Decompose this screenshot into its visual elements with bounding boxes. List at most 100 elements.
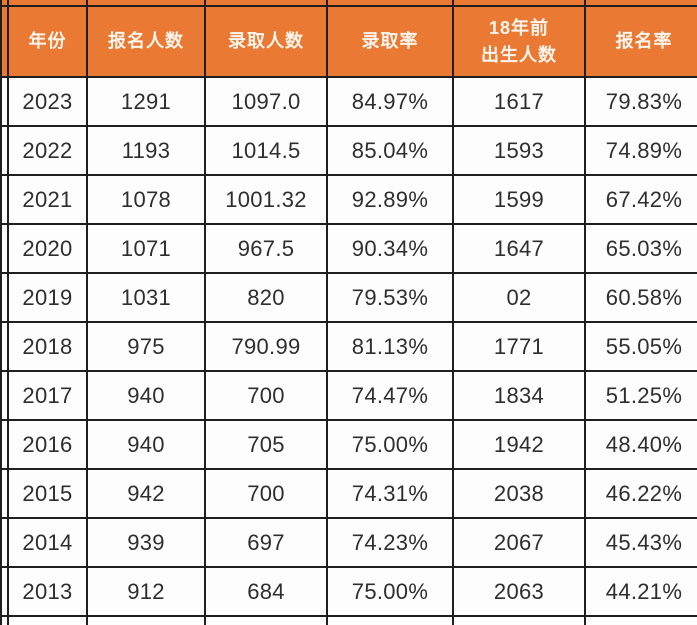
cell-born_18y_prior: 1617 xyxy=(452,76,586,127)
column-header-application_rate: 报名率 xyxy=(584,5,697,78)
cell-admitted: 684 xyxy=(204,566,328,617)
cell-born_18y_prior: 1834 xyxy=(452,370,586,421)
cropped-cell xyxy=(452,615,586,625)
table-row: 2023 1291 1097.0 84.97% 1617 79.83% xyxy=(0,76,697,127)
cell-admitted: 1097.0 xyxy=(204,76,328,127)
cell-application_rate: 48.40% xyxy=(584,419,697,470)
cell-applicants: 1071 xyxy=(86,223,206,274)
column-header-applicants: 报名人数 xyxy=(86,5,206,78)
cell-applicants: 939 xyxy=(86,517,206,568)
cell-admitted: 967.5 xyxy=(204,223,328,274)
cell-applicants: 912 xyxy=(86,566,206,617)
cropped-cell xyxy=(86,615,206,625)
column-header-admission_rate: 录取率 xyxy=(326,5,454,78)
cell-applicants: 940 xyxy=(86,370,206,421)
cell-admission_rate: 85.04% xyxy=(326,125,454,176)
cell-admitted: 820 xyxy=(204,272,328,323)
cropped-top-row xyxy=(0,0,697,7)
cell-applicants: 940 xyxy=(86,419,206,470)
cell-year: 2020 xyxy=(7,223,88,274)
cropped-cell xyxy=(0,615,9,625)
table-body: 2023 1291 1097.0 84.97% 1617 79.83% 2022 1193 10… xyxy=(0,76,697,617)
cell-admission_rate: 90.34% xyxy=(326,223,454,274)
cropped-left-cell xyxy=(0,174,9,225)
cell-applicants: 1291 xyxy=(86,76,206,127)
cropped-left-cell xyxy=(0,419,9,470)
table-row: 2020 1071 967.5 90.34% 1647 65.03% xyxy=(0,223,697,274)
cropped-cell xyxy=(7,615,88,625)
cropped-left-cell xyxy=(0,125,9,176)
table-row: 2014 939 697 74.23% 2067 45.43% xyxy=(0,517,697,568)
table-row: 2013 912 684 75.00% 2063 44.21% xyxy=(0,566,697,617)
cropped-cell xyxy=(326,0,454,7)
table-row: 2019 1031 820 79.53% 02 60.58% xyxy=(0,272,697,323)
cell-year: 2018 xyxy=(7,321,88,372)
cropped-left-cell xyxy=(0,517,9,568)
column-header-born_18y_prior: 18年前 出生人数 xyxy=(452,5,586,78)
cell-year: 2015 xyxy=(7,468,88,519)
cell-born_18y_prior: 1771 xyxy=(452,321,586,372)
table-row: 2022 1193 1014.5 85.04% 1593 74.89% xyxy=(0,125,697,176)
cell-born_18y_prior: 1599 xyxy=(452,174,586,225)
cell-application_rate: 74.89% xyxy=(584,125,697,176)
cell-admitted: 700 xyxy=(204,468,328,519)
cell-year: 2023 xyxy=(7,76,88,127)
cell-born_18y_prior: 2038 xyxy=(452,468,586,519)
cell-applicants: 942 xyxy=(86,468,206,519)
cell-applicants: 975 xyxy=(86,321,206,372)
cell-applicants: 1078 xyxy=(86,174,206,225)
cropped-cell xyxy=(204,615,328,625)
cropped-left-cell xyxy=(0,321,9,372)
cell-admitted: 697 xyxy=(204,517,328,568)
cropped-cell xyxy=(452,0,586,7)
cell-born_18y_prior: 02 xyxy=(452,272,586,323)
cell-admission_rate: 79.53% xyxy=(326,272,454,323)
cell-admitted: 705 xyxy=(204,419,328,470)
cell-year: 2016 xyxy=(7,419,88,470)
cell-applicants: 1031 xyxy=(86,272,206,323)
header-row: 年份 报名人数 录取人数 录取率 18年前 出生人数 报名率 xyxy=(0,5,697,78)
table-row: 2021 1078 1001.32 92.89% 1599 67.42% xyxy=(0,174,697,225)
cell-admitted: 1014.5 xyxy=(204,125,328,176)
cell-application_rate: 46.22% xyxy=(584,468,697,519)
cell-admission_rate: 74.47% xyxy=(326,370,454,421)
cropped-cell xyxy=(86,0,206,7)
cropped-cell xyxy=(204,0,328,7)
cell-application_rate: 79.83% xyxy=(584,76,697,127)
cropped-left-cell xyxy=(0,5,9,78)
cell-born_18y_prior: 2067 xyxy=(452,517,586,568)
table-row: 2018 975 790.99 81.13% 1771 55.05% xyxy=(0,321,697,372)
table-row: 2017 940 700 74.47% 1834 51.25% xyxy=(0,370,697,421)
cell-admission_rate: 74.31% xyxy=(326,468,454,519)
cell-born_18y_prior: 1593 xyxy=(452,125,586,176)
table-header: 年份 报名人数 录取人数 录取率 18年前 出生人数 报名率 xyxy=(0,0,697,78)
table-foot xyxy=(0,615,697,625)
cell-year: 2017 xyxy=(7,370,88,421)
cropped-cell xyxy=(326,615,454,625)
cropped-left-cell xyxy=(0,370,9,421)
cell-year: 2019 xyxy=(7,272,88,323)
cell-admission_rate: 81.13% xyxy=(326,321,454,372)
cell-application_rate: 45.43% xyxy=(584,517,697,568)
column-header-year: 年份 xyxy=(7,5,88,78)
cropped-left-cell xyxy=(0,272,9,323)
cell-admitted: 1001.32 xyxy=(204,174,328,225)
cell-admission_rate: 84.97% xyxy=(326,76,454,127)
cell-admission_rate: 92.89% xyxy=(326,174,454,225)
cropped-left-cell xyxy=(0,223,9,274)
cropped-bottom-row xyxy=(0,615,697,625)
cell-admitted: 700 xyxy=(204,370,328,421)
cell-application_rate: 65.03% xyxy=(584,223,697,274)
cell-year: 2022 xyxy=(7,125,88,176)
cell-admitted: 790.99 xyxy=(204,321,328,372)
cell-year: 2014 xyxy=(7,517,88,568)
cell-applicants: 1193 xyxy=(86,125,206,176)
cell-year: 2021 xyxy=(7,174,88,225)
table-row: 2015 942 700 74.31% 2038 46.22% xyxy=(0,468,697,519)
cell-born_18y_prior: 1942 xyxy=(452,419,586,470)
cell-application_rate: 67.42% xyxy=(584,174,697,225)
cropped-left-cell xyxy=(0,468,9,519)
cell-application_rate: 44.21% xyxy=(584,566,697,617)
